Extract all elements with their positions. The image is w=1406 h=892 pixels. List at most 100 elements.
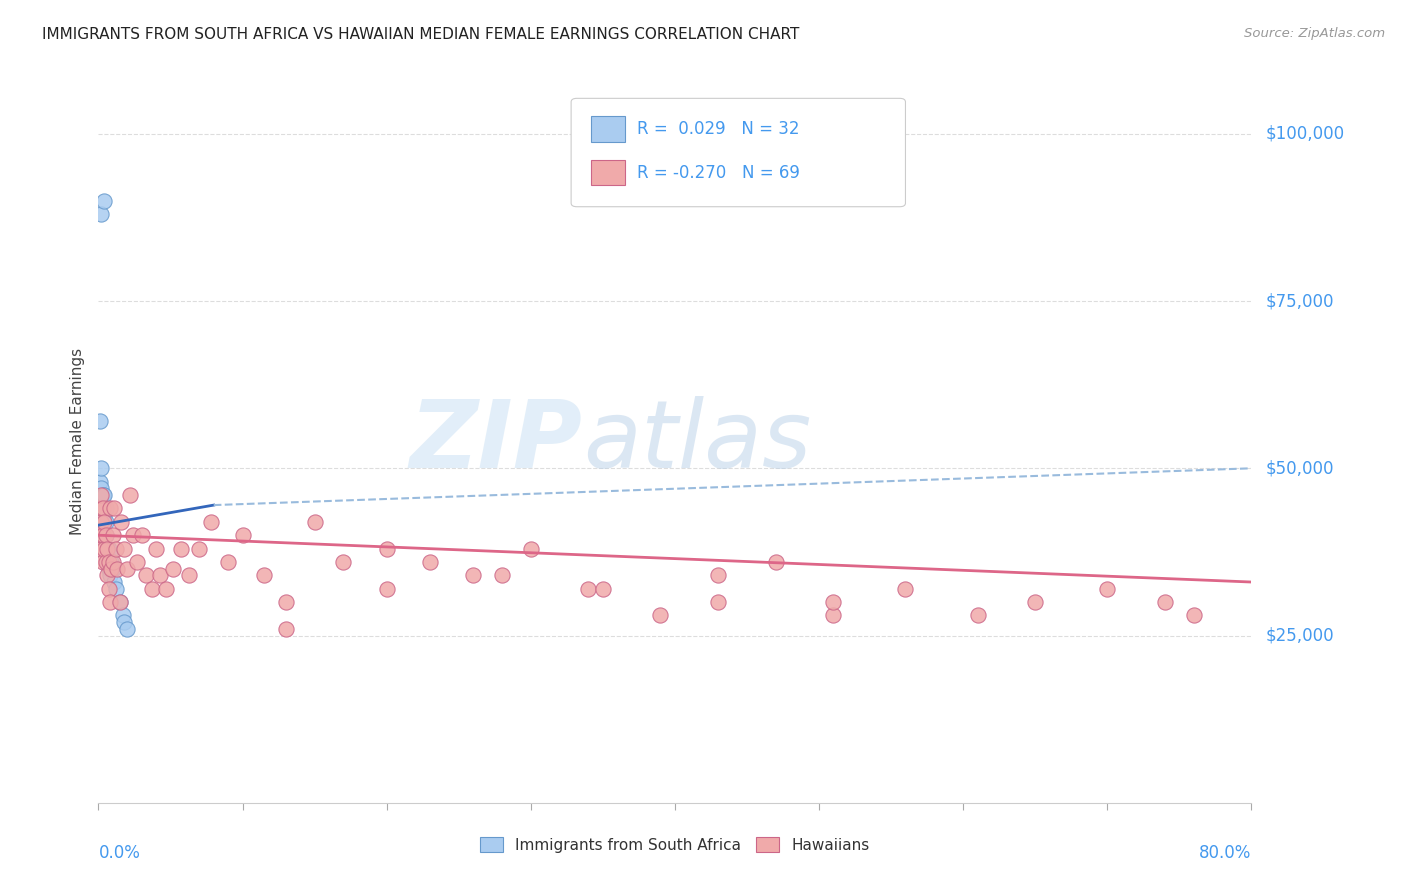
Point: [101, 562, 124, 576]
Point: [200, 515, 222, 529]
Point: [135, 568, 157, 582]
Point: [108, 595, 131, 609]
Text: 80.0%: 80.0%: [1199, 845, 1251, 863]
Point: [96, 541, 118, 556]
Text: atlas: atlas: [582, 396, 811, 487]
Point: [103, 501, 125, 516]
Point: [93, 508, 115, 523]
Point: [707, 595, 730, 609]
Point: [461, 568, 484, 582]
Point: [93, 541, 115, 556]
Point: [98, 568, 121, 582]
Y-axis label: Median Female Earnings: Median Female Earnings: [69, 348, 84, 535]
Point: [89, 501, 111, 516]
Point: [104, 582, 127, 596]
Point: [90, 515, 112, 529]
Point: [96, 555, 118, 569]
Point: [98, 501, 121, 516]
Point: [823, 608, 845, 623]
Point: [91, 501, 114, 516]
Text: R = -0.270   N = 69: R = -0.270 N = 69: [637, 164, 800, 182]
Point: [149, 568, 172, 582]
Point: [112, 615, 135, 630]
Point: [141, 582, 163, 596]
Point: [375, 541, 398, 556]
Point: [93, 194, 115, 208]
Text: R =  0.029   N = 32: R = 0.029 N = 32: [637, 120, 800, 138]
Point: [97, 555, 120, 569]
Point: [105, 562, 128, 576]
Point: [592, 582, 614, 596]
Point: [91, 555, 114, 569]
Text: $75,000: $75,000: [1265, 292, 1334, 310]
Point: [112, 541, 135, 556]
Point: [93, 528, 115, 542]
Point: [94, 555, 117, 569]
Point: [100, 555, 122, 569]
Point: [419, 555, 441, 569]
Point: [231, 528, 254, 542]
Point: [179, 568, 201, 582]
Point: [145, 541, 167, 556]
Text: ZIP: ZIP: [409, 395, 582, 488]
Point: [274, 595, 297, 609]
Text: $25,000: $25,000: [1265, 626, 1334, 645]
Point: [104, 541, 127, 556]
Point: [1182, 608, 1205, 623]
FancyBboxPatch shape: [591, 160, 626, 185]
Point: [894, 582, 917, 596]
Point: [155, 582, 177, 596]
Point: [122, 528, 145, 542]
Point: [91, 501, 114, 516]
Point: [169, 541, 191, 556]
Point: [100, 562, 122, 576]
Point: [188, 541, 211, 556]
Point: [253, 568, 276, 582]
FancyBboxPatch shape: [591, 117, 626, 142]
FancyBboxPatch shape: [571, 98, 905, 207]
Point: [111, 608, 134, 623]
Text: 0.0%: 0.0%: [98, 845, 141, 863]
Point: [94, 515, 117, 529]
Point: [94, 501, 117, 516]
Point: [94, 528, 117, 542]
Text: IMMIGRANTS FROM SOUTH AFRICA VS HAWAIIAN MEDIAN FEMALE EARNINGS CORRELATION CHAR: IMMIGRANTS FROM SOUTH AFRICA VS HAWAIIAN…: [42, 27, 800, 42]
Point: [93, 488, 115, 502]
Point: [103, 575, 125, 590]
Point: [520, 541, 543, 556]
Point: [97, 562, 120, 576]
Point: [97, 541, 120, 556]
Point: [120, 488, 142, 502]
Point: [97, 582, 120, 596]
Point: [96, 541, 118, 556]
Point: [90, 207, 112, 221]
Point: [1097, 582, 1119, 596]
Point: [90, 488, 112, 502]
Point: [98, 548, 121, 563]
Legend: Immigrants from South Africa, Hawaiians: Immigrants from South Africa, Hawaiians: [472, 829, 877, 860]
Point: [274, 622, 297, 636]
Point: [89, 414, 111, 428]
Point: [966, 608, 988, 623]
Point: [91, 528, 114, 542]
Point: [491, 568, 513, 582]
Point: [162, 562, 184, 576]
Point: [1024, 595, 1046, 609]
Text: Source: ZipAtlas.com: Source: ZipAtlas.com: [1244, 27, 1385, 40]
Point: [650, 608, 672, 623]
Point: [90, 541, 112, 556]
Point: [823, 595, 845, 609]
Point: [101, 555, 124, 569]
Point: [127, 555, 149, 569]
Point: [90, 461, 112, 475]
Point: [765, 555, 787, 569]
Point: [578, 582, 600, 596]
Point: [108, 595, 131, 609]
Text: $50,000: $50,000: [1265, 459, 1334, 477]
Point: [101, 528, 124, 542]
Point: [304, 515, 326, 529]
Point: [96, 568, 118, 582]
Point: [91, 515, 114, 529]
Point: [90, 501, 112, 516]
Point: [93, 515, 115, 529]
